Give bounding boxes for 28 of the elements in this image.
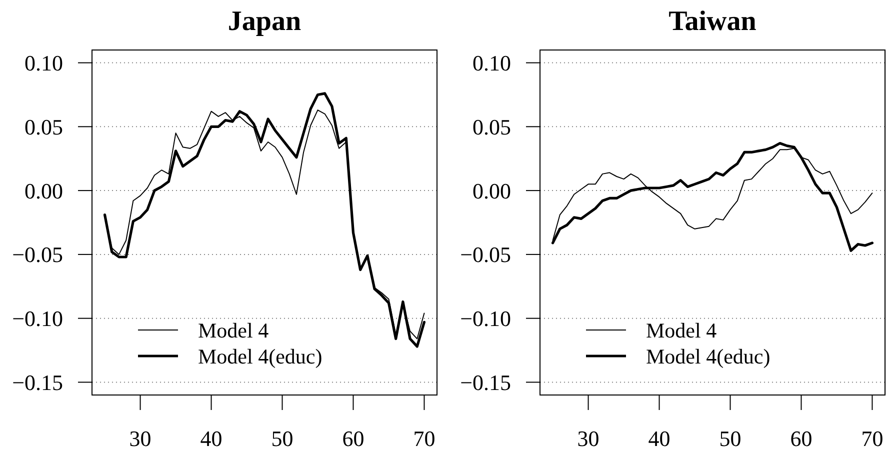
x-tick-label: 50 bbox=[719, 426, 742, 451]
y-tick-label: −0.05 bbox=[12, 242, 63, 268]
y-tick-label: −0.10 bbox=[460, 306, 511, 332]
legend-label: Model 4 bbox=[198, 318, 270, 342]
y-tick-label: 0.10 bbox=[472, 50, 511, 76]
y-tick-label: 0.05 bbox=[24, 114, 63, 140]
y-tick-label: −0.05 bbox=[460, 242, 511, 268]
x-tick-label: 70 bbox=[861, 426, 884, 451]
legend-label: Model 4(educ) bbox=[646, 344, 770, 368]
x-tick-label: 50 bbox=[271, 426, 294, 451]
x-tick-label: 60 bbox=[790, 426, 812, 451]
x-tick-label: 60 bbox=[342, 426, 364, 451]
y-tick-label: 0.00 bbox=[472, 178, 511, 204]
x-tick-label: 70 bbox=[413, 426, 436, 451]
x-tick-label: 40 bbox=[648, 426, 670, 451]
x-tick-label: 30 bbox=[129, 426, 152, 451]
x-tick-label: 40 bbox=[200, 426, 222, 451]
x-tick-label: 30 bbox=[577, 426, 600, 451]
chart-title: Japan bbox=[228, 6, 302, 37]
y-tick-label: 0.05 bbox=[472, 114, 511, 140]
y-tick-label: −0.15 bbox=[460, 370, 511, 395]
legend-label: Model 4 bbox=[646, 318, 718, 342]
legend-label: Model 4(educ) bbox=[198, 344, 322, 368]
y-tick-label: 0.10 bbox=[24, 50, 63, 76]
y-tick-label: −0.10 bbox=[12, 306, 63, 332]
chart-title: Taiwan bbox=[668, 6, 757, 37]
y-tick-label: 0.00 bbox=[24, 178, 63, 204]
y-tick-label: −0.15 bbox=[12, 370, 63, 395]
